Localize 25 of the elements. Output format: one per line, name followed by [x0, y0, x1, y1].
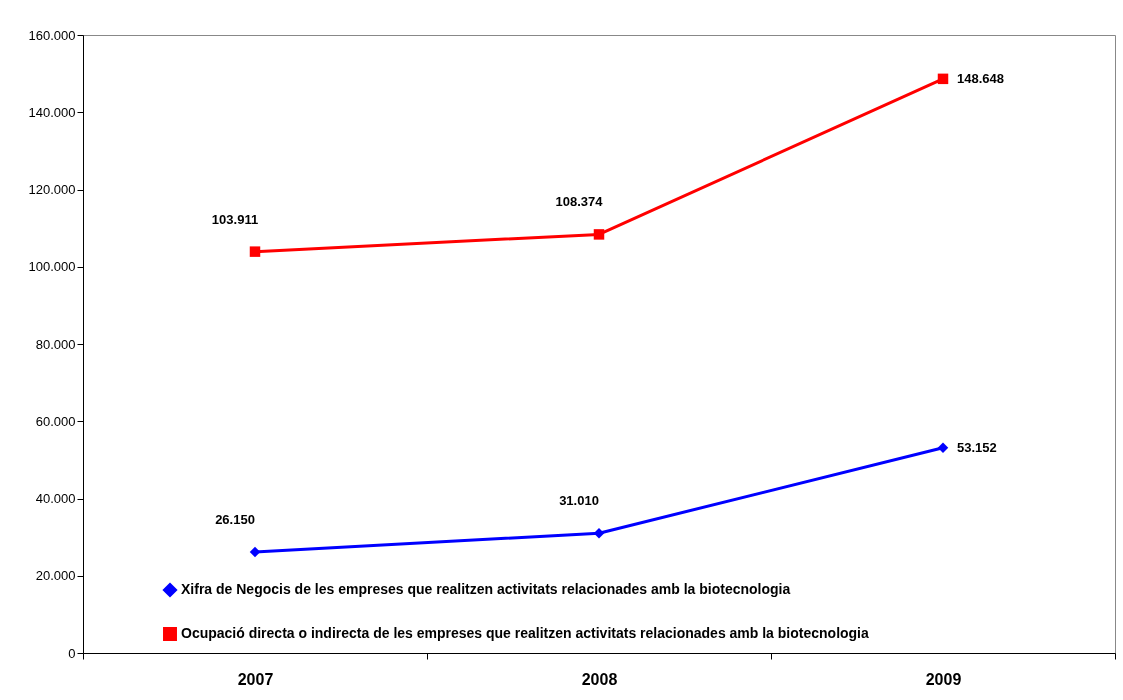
y-tick-label: 140.000: [28, 104, 76, 120]
y-tick-label: 60.000: [35, 413, 76, 429]
point: [937, 73, 949, 85]
data-label: 148.648: [957, 70, 1004, 86]
data-label: 108.374: [555, 194, 604, 210]
legend-label: Xifra de Negocis de les empreses que realitzen activitats relacionades amb la biotecnologia: [181, 581, 791, 597]
point: [249, 546, 261, 558]
data-label: 31.010: [559, 493, 599, 509]
x-tick-label: 2007: [237, 670, 274, 688]
y-tick-label: 120.000: [28, 182, 76, 197]
y-tick-label: 40.000: [35, 491, 76, 506]
y-tick-label: 160.000: [28, 27, 76, 43]
x-tick-label: 2009: [925, 670, 962, 688]
data-label: 26.150: [215, 512, 255, 527]
data-label: 103.911: [211, 211, 259, 227]
point: [593, 229, 605, 240]
data-label: 53.152: [957, 439, 997, 455]
point: [937, 442, 949, 453]
x-tick-label: 2008: [581, 670, 618, 688]
y-tick-label: 80.000: [35, 336, 76, 352]
y-tick-label: 0: [68, 645, 76, 661]
point: [249, 246, 261, 257]
y-tick-label: 20.000: [35, 568, 76, 584]
y-tick-label: 100.000: [28, 259, 76, 275]
legend-label: Ocupació directa o indirecta de les empreses que realitzen activitats relacionades amb la biotecnologia: [181, 625, 870, 641]
